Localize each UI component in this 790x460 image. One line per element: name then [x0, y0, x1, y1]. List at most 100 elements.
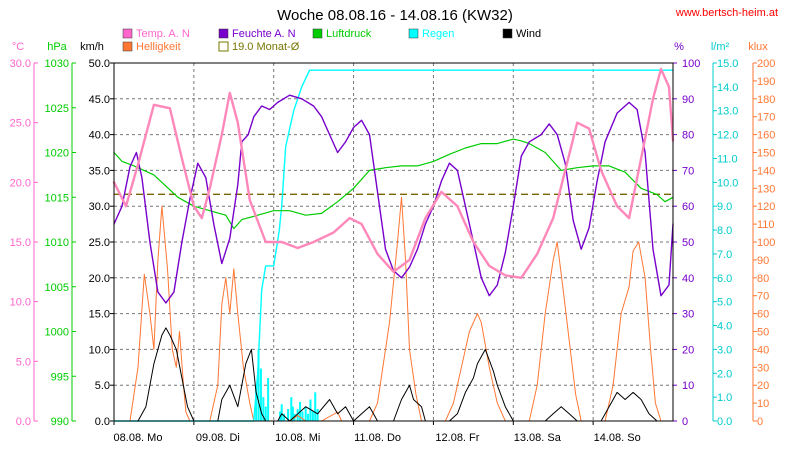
- tick-label-humidity: 60: [682, 201, 694, 213]
- tick-label-rain: 0.0: [717, 416, 732, 428]
- tick-label-light: 0: [757, 416, 763, 428]
- x-tick-label: 10.08. Mi: [275, 432, 320, 444]
- legend: Temp. A. N Feuchte A. N Luftdruck Regen Wind…: [122, 28, 541, 53]
- plot-frame: [113, 62, 674, 422]
- tick-label-rain: 6.0: [717, 273, 732, 285]
- series-line-light: [113, 196, 674, 422]
- x-tick-label: 13.08. Sa: [514, 432, 562, 444]
- axis-unit-pressure: hPa: [47, 41, 67, 53]
- tick-label-wind: 30.0: [89, 201, 110, 213]
- tick-label-light: 110: [757, 219, 775, 231]
- tick-label-rain: 2.0: [717, 368, 732, 380]
- tick-label-pressure: 1015: [45, 192, 69, 204]
- tick-label-temp: 25.0: [10, 118, 31, 130]
- series-line-rain: [113, 69, 674, 422]
- tick-label-humidity: 50: [682, 237, 694, 249]
- legend-label-temp: Temp. A. N: [136, 28, 190, 40]
- axes: 0.05.010.015.020.025.030.099099510001005…: [10, 58, 776, 428]
- legend-label-light: Helligkeit: [136, 41, 181, 53]
- chart-title: Woche 08.08.16 - 14.08.16 (KW32): [277, 7, 513, 24]
- tick-label-rain: 15.0: [717, 58, 738, 70]
- legend-label-humidity: Feuchte A. N: [232, 28, 296, 40]
- axis-unit-humidity: %: [674, 41, 684, 53]
- tick-label-humidity: 10: [682, 380, 694, 392]
- x-axis: 08.08. Mo 09.08. Di 10.08. Mi 11.08. Do 12.0…: [113, 421, 641, 444]
- tick-label-pressure: 1010: [45, 237, 69, 249]
- tick-label-light: 170: [757, 112, 775, 124]
- tick-label-rain: 1.0: [717, 392, 732, 404]
- tick-label-light: 20: [757, 380, 769, 392]
- tick-label-light: 190: [757, 76, 775, 88]
- legend-swatch-wind: [502, 28, 513, 39]
- axis-unit-wind: km/h: [80, 41, 104, 53]
- tick-label-rain: 13.0: [717, 106, 738, 118]
- tick-label-wind: 25.0: [89, 237, 110, 249]
- tick-label-pressure: 995: [51, 371, 69, 383]
- x-tick-label: 11.08. Do: [354, 432, 401, 444]
- x-tick-label: 14.08. So: [594, 432, 641, 444]
- tick-label-pressure: 1000: [45, 327, 69, 339]
- tick-label-light: 30: [757, 362, 769, 374]
- tick-label-rain: 10.0: [717, 177, 738, 189]
- tick-label-rain: 8.0: [717, 225, 732, 237]
- tick-label-light: 70: [757, 291, 769, 303]
- tick-label-humidity: 0: [682, 416, 688, 428]
- tick-label-rain: 14.0: [717, 82, 738, 94]
- source-link[interactable]: www.bertsch-heim.at: [675, 7, 778, 19]
- tick-label-humidity: 20: [682, 344, 694, 356]
- tick-label-wind: 0.0: [95, 416, 110, 428]
- legend-label-pressure: Luftdruck: [326, 28, 372, 40]
- tick-label-rain: 5.0: [717, 297, 732, 309]
- axis-units: °C hPa km/h% l/m² klux: [12, 41, 768, 53]
- tick-label-pressure: 1005: [45, 282, 69, 294]
- tick-label-wind: 20.0: [89, 273, 110, 285]
- x-tick-label: 09.08. Di: [196, 432, 240, 444]
- tick-label-light: 140: [757, 165, 775, 177]
- legend-swatch-monthly: [218, 41, 229, 52]
- tick-label-light: 160: [757, 130, 775, 142]
- legend-label-wind: Wind: [516, 28, 541, 40]
- tick-label-humidity: 80: [682, 130, 694, 142]
- tick-label-light: 180: [757, 94, 775, 106]
- tick-label-wind: 40.0: [89, 130, 110, 142]
- tick-label-temp: 10.0: [10, 297, 31, 309]
- tick-label-temp: 15.0: [10, 237, 31, 249]
- tick-label-humidity: 100: [682, 58, 700, 70]
- tick-label-light: 120: [757, 201, 775, 213]
- tick-label-light: 80: [757, 273, 769, 285]
- tick-label-light: 40: [757, 344, 769, 356]
- tick-label-wind: 10.0: [89, 344, 110, 356]
- tick-label-rain: 11.0: [717, 153, 738, 165]
- x-tick-label: 08.08. Mo: [114, 432, 163, 444]
- series-line-humidity: [113, 94, 674, 304]
- tick-label-wind: 50.0: [89, 58, 110, 70]
- tick-label-pressure: 1025: [45, 103, 69, 115]
- axis-unit-light: klux: [748, 41, 768, 53]
- legend-label-rain: Regen: [422, 28, 454, 40]
- tick-label-pressure: 990: [51, 416, 69, 428]
- tick-label-humidity: 40: [682, 273, 694, 285]
- tick-label-temp: 5.0: [16, 356, 31, 368]
- legend-label-monthly: 19.0 Monat-Ø: [232, 41, 300, 53]
- legend-swatch-humidity: [218, 28, 229, 39]
- axis-unit-rain: l/m²: [711, 41, 730, 53]
- legend-swatch-rain: [408, 28, 419, 39]
- tick-label-temp: 0.0: [16, 416, 31, 428]
- tick-label-humidity: 90: [682, 94, 694, 106]
- tick-label-rain: 4.0: [717, 321, 732, 333]
- legend-swatch-light: [122, 41, 133, 52]
- tick-label-humidity: 30: [682, 309, 694, 321]
- tick-label-rain: 7.0: [717, 249, 732, 261]
- tick-label-rain: 9.0: [717, 201, 732, 213]
- tick-label-light: 10: [757, 398, 769, 410]
- tick-label-wind: 35.0: [89, 165, 110, 177]
- tick-label-light: 100: [757, 237, 775, 249]
- tick-label-light: 200: [757, 58, 775, 70]
- tick-label-pressure: 1030: [45, 58, 69, 70]
- tick-label-humidity: 70: [682, 165, 694, 177]
- tick-label-light: 130: [757, 183, 775, 195]
- legend-swatch-pressure: [312, 28, 323, 39]
- tick-label-light: 150: [757, 148, 775, 160]
- x-tick-label: 12.08. Fr: [435, 432, 479, 444]
